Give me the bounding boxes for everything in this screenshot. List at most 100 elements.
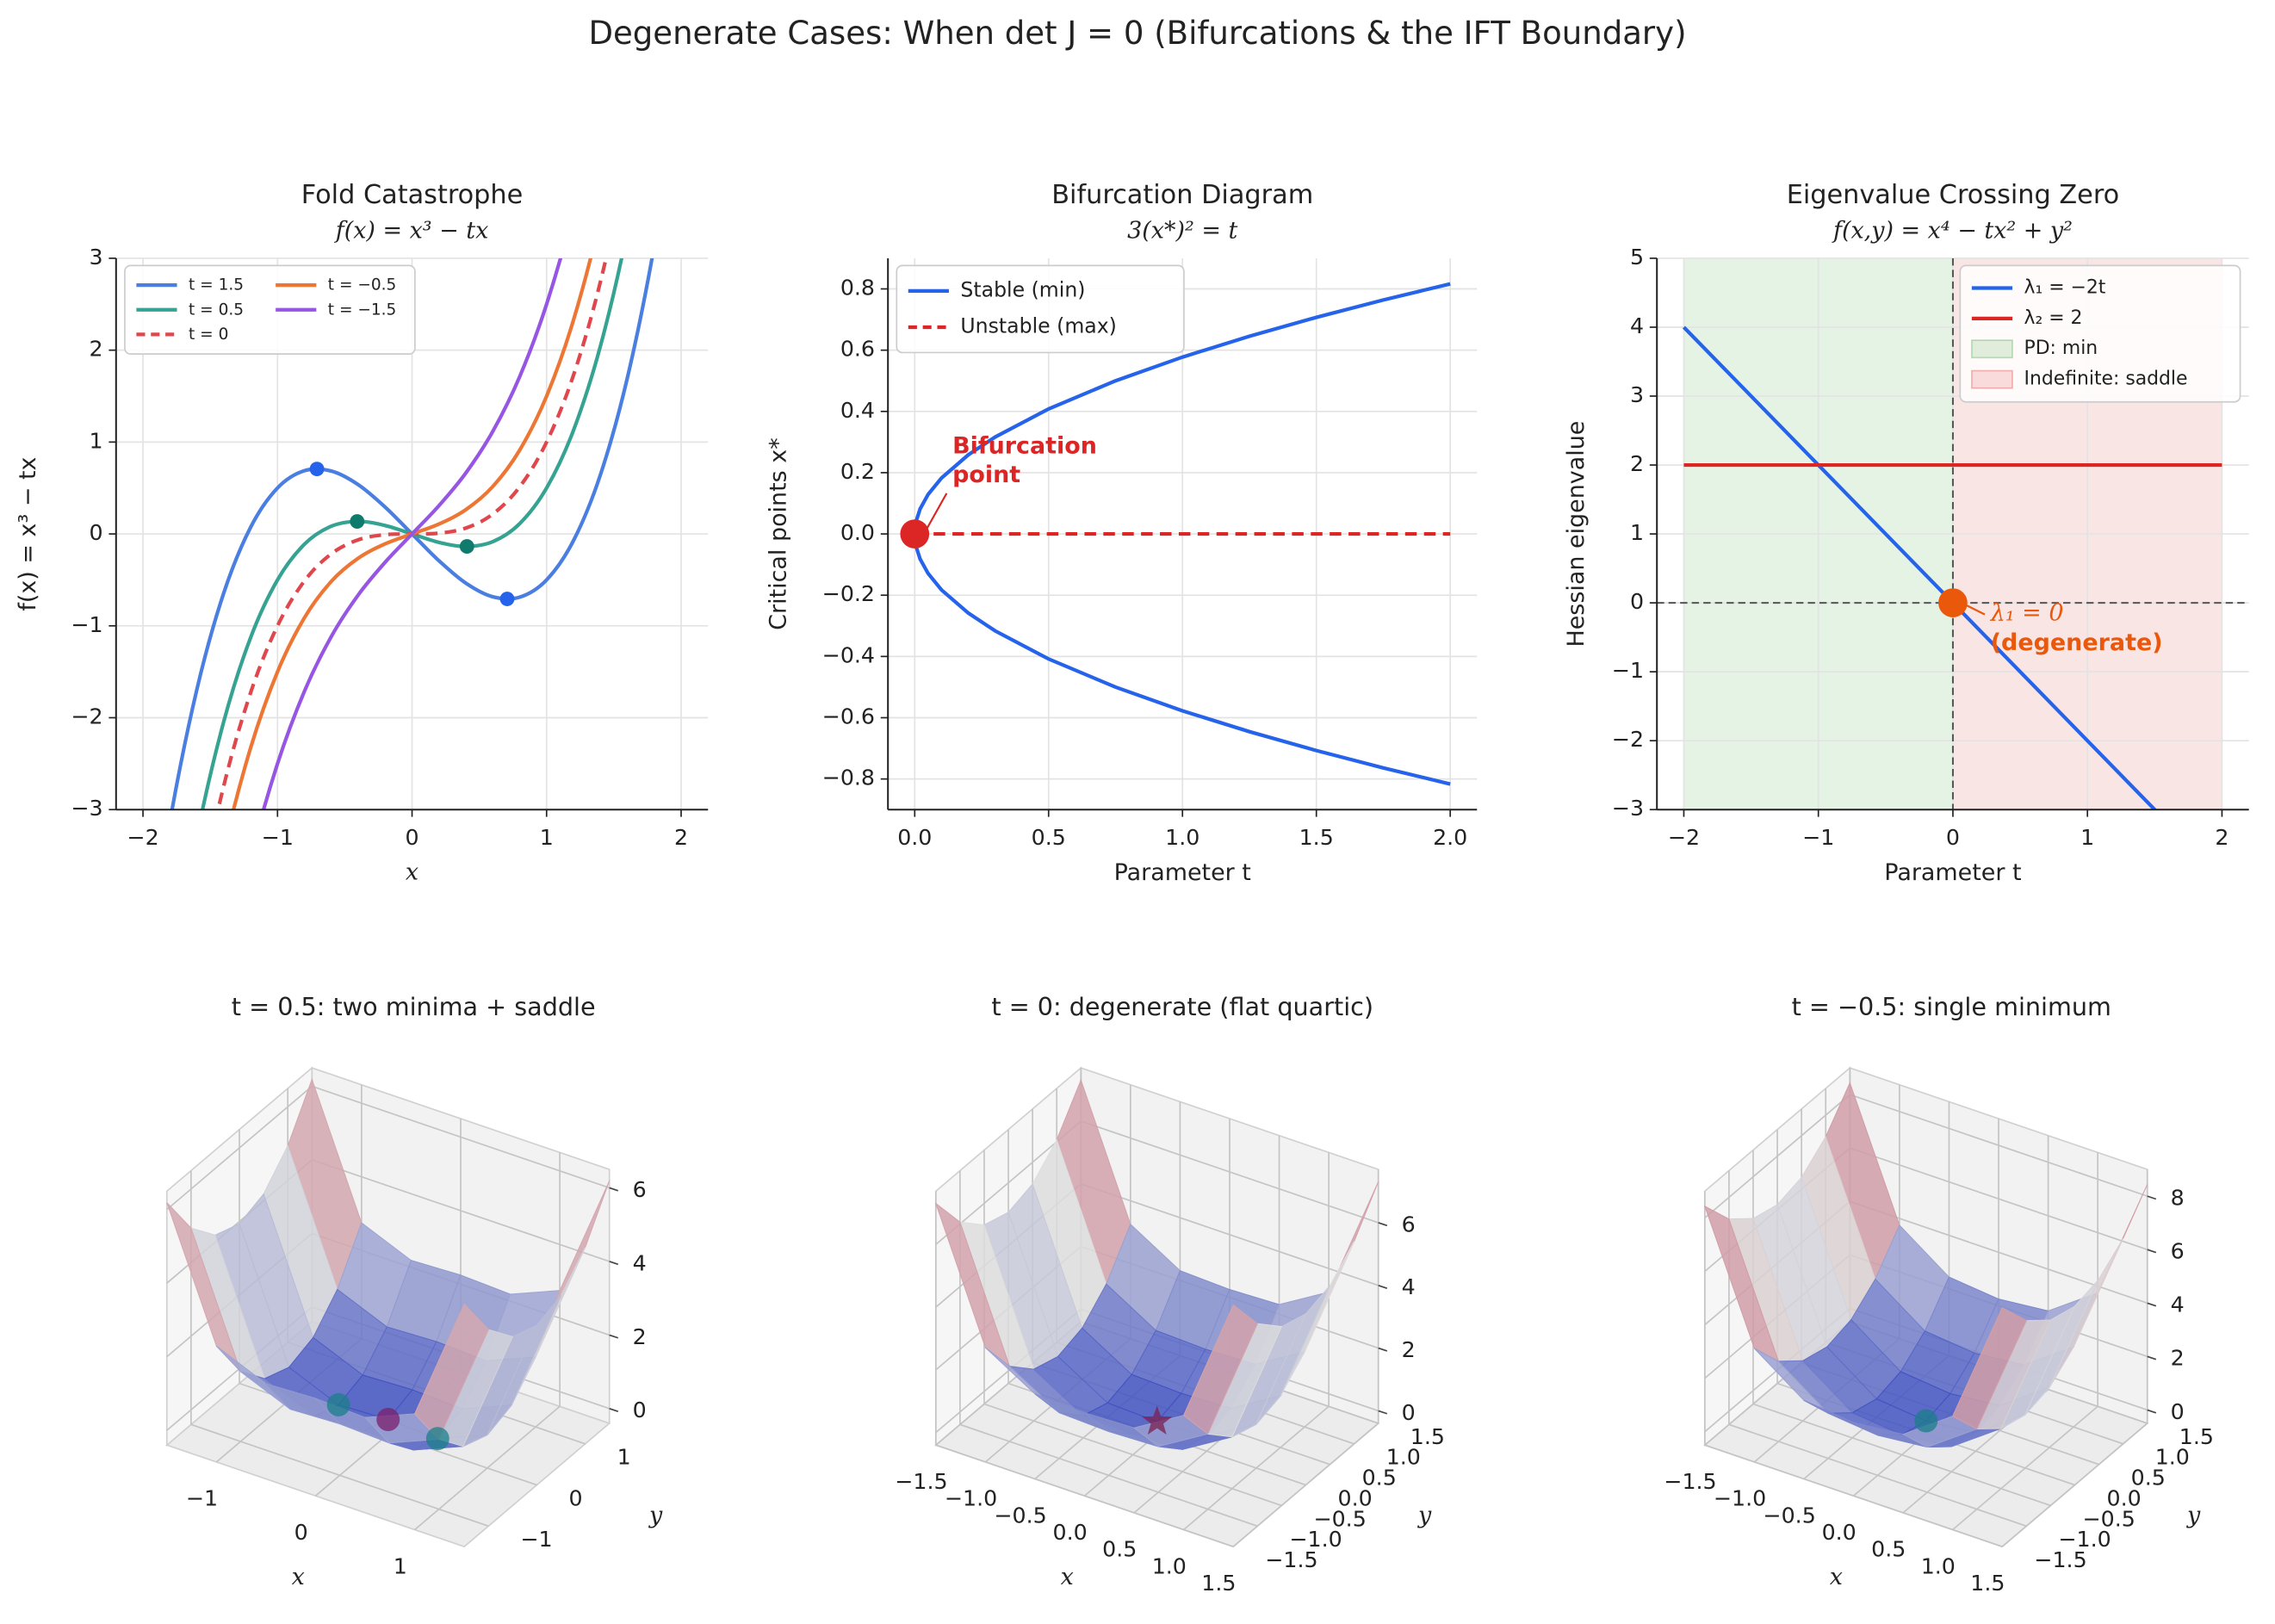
annotation-text: Bifurcation (952, 432, 1097, 459)
y-tick-label: 3 (1630, 382, 1644, 407)
y-axis-label: y (2186, 1503, 2201, 1529)
x-tick-label: −1.0 (945, 1486, 997, 1511)
y-tick-label: −1.5 (1265, 1547, 1317, 1572)
marker (1938, 588, 1968, 617)
grid-line (1081, 1120, 1379, 1224)
y-tick-label: 1.0 (1386, 1445, 1421, 1470)
grid-line (959, 1423, 1258, 1528)
panel-3d: t = −0.5: single minimum−1.5−1.0−0.50.00… (1664, 992, 2214, 1596)
y-tick-label: 4 (1630, 313, 1644, 338)
grid-line (166, 1085, 313, 1211)
annotation-text: point (952, 462, 1020, 488)
y-tick-label: 0 (90, 520, 103, 545)
y-tick-label: −0.5 (1313, 1506, 1366, 1531)
y-tick-label: 0.5 (1362, 1466, 1397, 1491)
annotation-text: λ₁ = 0 (1990, 600, 2064, 627)
panel-subtitle: f(x) = x³ − tx (334, 218, 489, 245)
z-tick (1378, 1284, 1388, 1289)
y-tick-label: −1.0 (2058, 1527, 2111, 1552)
z-tick (609, 1334, 619, 1339)
x-tick-label: −1 (1802, 825, 1834, 850)
y-tick-label: 0.5 (2131, 1466, 2166, 1491)
panel-title: Fold Catastrophe (301, 180, 524, 210)
z-tick (2147, 1302, 2157, 1307)
x-tick-label: −2 (127, 825, 158, 850)
legend-swatch (1971, 369, 2013, 389)
grid-line (1081, 1183, 1379, 1286)
surface-patch (1952, 1306, 2027, 1430)
panel: Eigenvalue Crossing Zero f(x,y) = x⁴ − tx… (1563, 180, 2249, 886)
panel-subtitle: 3(x*)² = t (1127, 218, 1237, 245)
x-tick-label: 2 (2215, 825, 2229, 850)
y-tick-label: 5 (1630, 245, 1644, 270)
y-tick-label: −3 (1612, 796, 1644, 821)
y-tick-label: −1.0 (1289, 1527, 1342, 1552)
z-tick-label: 4 (2171, 1292, 2185, 1317)
x-tick-label: 1 (540, 825, 554, 850)
legend: Stable (min) Unstable (max) (896, 264, 1185, 354)
y-tick-label: −1 (1612, 658, 1644, 683)
y-tick-label: 0 (1630, 589, 1644, 614)
y-tick-label: 1 (1630, 520, 1644, 545)
x-tick-label: 1.5 (1970, 1571, 2005, 1596)
grid-line (1752, 1403, 2051, 1507)
z-tick (609, 1408, 619, 1413)
x-tick-label: 0.0 (1822, 1520, 1857, 1545)
panel-3d: t = 0: degenerate (flat quartic)−1.5−1.0… (895, 992, 1445, 1596)
annotation-text: (degenerate) (1991, 629, 2163, 656)
panel-3d: t = 0.5: two minima + saddle−101−1010246… (165, 992, 663, 1590)
y-tick-label: −3 (71, 796, 102, 821)
y-tick-label: −0.8 (822, 766, 875, 790)
series-line (261, 257, 563, 810)
x-tick-label: −2 (1668, 825, 1700, 850)
critical-point (1914, 1409, 1938, 1433)
legend-box (896, 264, 1185, 354)
grid-line (311, 1085, 610, 1189)
x-tick-label: 1.5 (1299, 825, 1334, 850)
annotation-arrow (925, 493, 948, 530)
x-tick-label: −1.5 (895, 1469, 947, 1494)
grid-line (983, 1403, 1282, 1507)
z-tick (1378, 1410, 1388, 1415)
x-tick-label: 1.0 (1165, 825, 1199, 850)
x-tick-label: 0 (405, 825, 418, 850)
z-tick-label: 2 (1402, 1337, 1416, 1362)
critical-point (309, 462, 325, 477)
legend: λ₁ = −2t λ₂ = 2 PD: min Indefinite: saddle (1959, 264, 2241, 403)
panel-title: t = 0: degenerate (flat quartic) (991, 992, 1373, 1021)
y-tick-label: 0.8 (840, 276, 875, 301)
y-tick-label: 0.0 (1338, 1485, 1373, 1510)
critical-point (1142, 1405, 1173, 1435)
critical-point (499, 592, 515, 606)
grid-line (1704, 1094, 1850, 1219)
x-tick-label: 1.5 (1201, 1571, 1236, 1596)
x-tick-label: −1 (186, 1486, 218, 1511)
surface-patch (1183, 1304, 1258, 1435)
y-tick-label: 1 (90, 428, 103, 453)
x-tick-label: 1 (2080, 825, 2094, 850)
y-tick-label: 2 (90, 337, 103, 362)
panel: Bifurcation Diagram 3(x*)² = t 0.0 0.5 1.0 1.… (765, 180, 1478, 886)
legend-label: t = −0.5 (328, 276, 397, 294)
x-axis-label: Parameter t (1884, 859, 2021, 886)
x-tick-label: 2.0 (1433, 825, 1467, 850)
legend-box (1959, 264, 2241, 403)
x-tick-label: 0.5 (1032, 825, 1066, 850)
z-tick-label: 2 (2171, 1346, 2185, 1371)
grid-line (1704, 1444, 2003, 1547)
z-tick-label: 0 (633, 1398, 647, 1423)
x-axis-label: x (406, 858, 418, 885)
y-axis-label: y (1417, 1503, 1432, 1529)
y-tick-label: 1.5 (1410, 1424, 1445, 1449)
y-tick-label: 1 (617, 1445, 631, 1470)
z-tick-label: 0 (2171, 1399, 2185, 1424)
z-tick (2147, 1195, 2157, 1200)
panel-title: Eigenvalue Crossing Zero (1787, 180, 2119, 210)
x-tick-label: 1.0 (1921, 1553, 1956, 1578)
z-tick (2147, 1249, 2157, 1254)
x-tick-label: 2 (674, 825, 688, 850)
x-axis-label: x (1061, 1564, 1074, 1590)
y-tick-label: −1 (520, 1527, 552, 1552)
x-tick-label: 1.0 (1152, 1553, 1187, 1578)
